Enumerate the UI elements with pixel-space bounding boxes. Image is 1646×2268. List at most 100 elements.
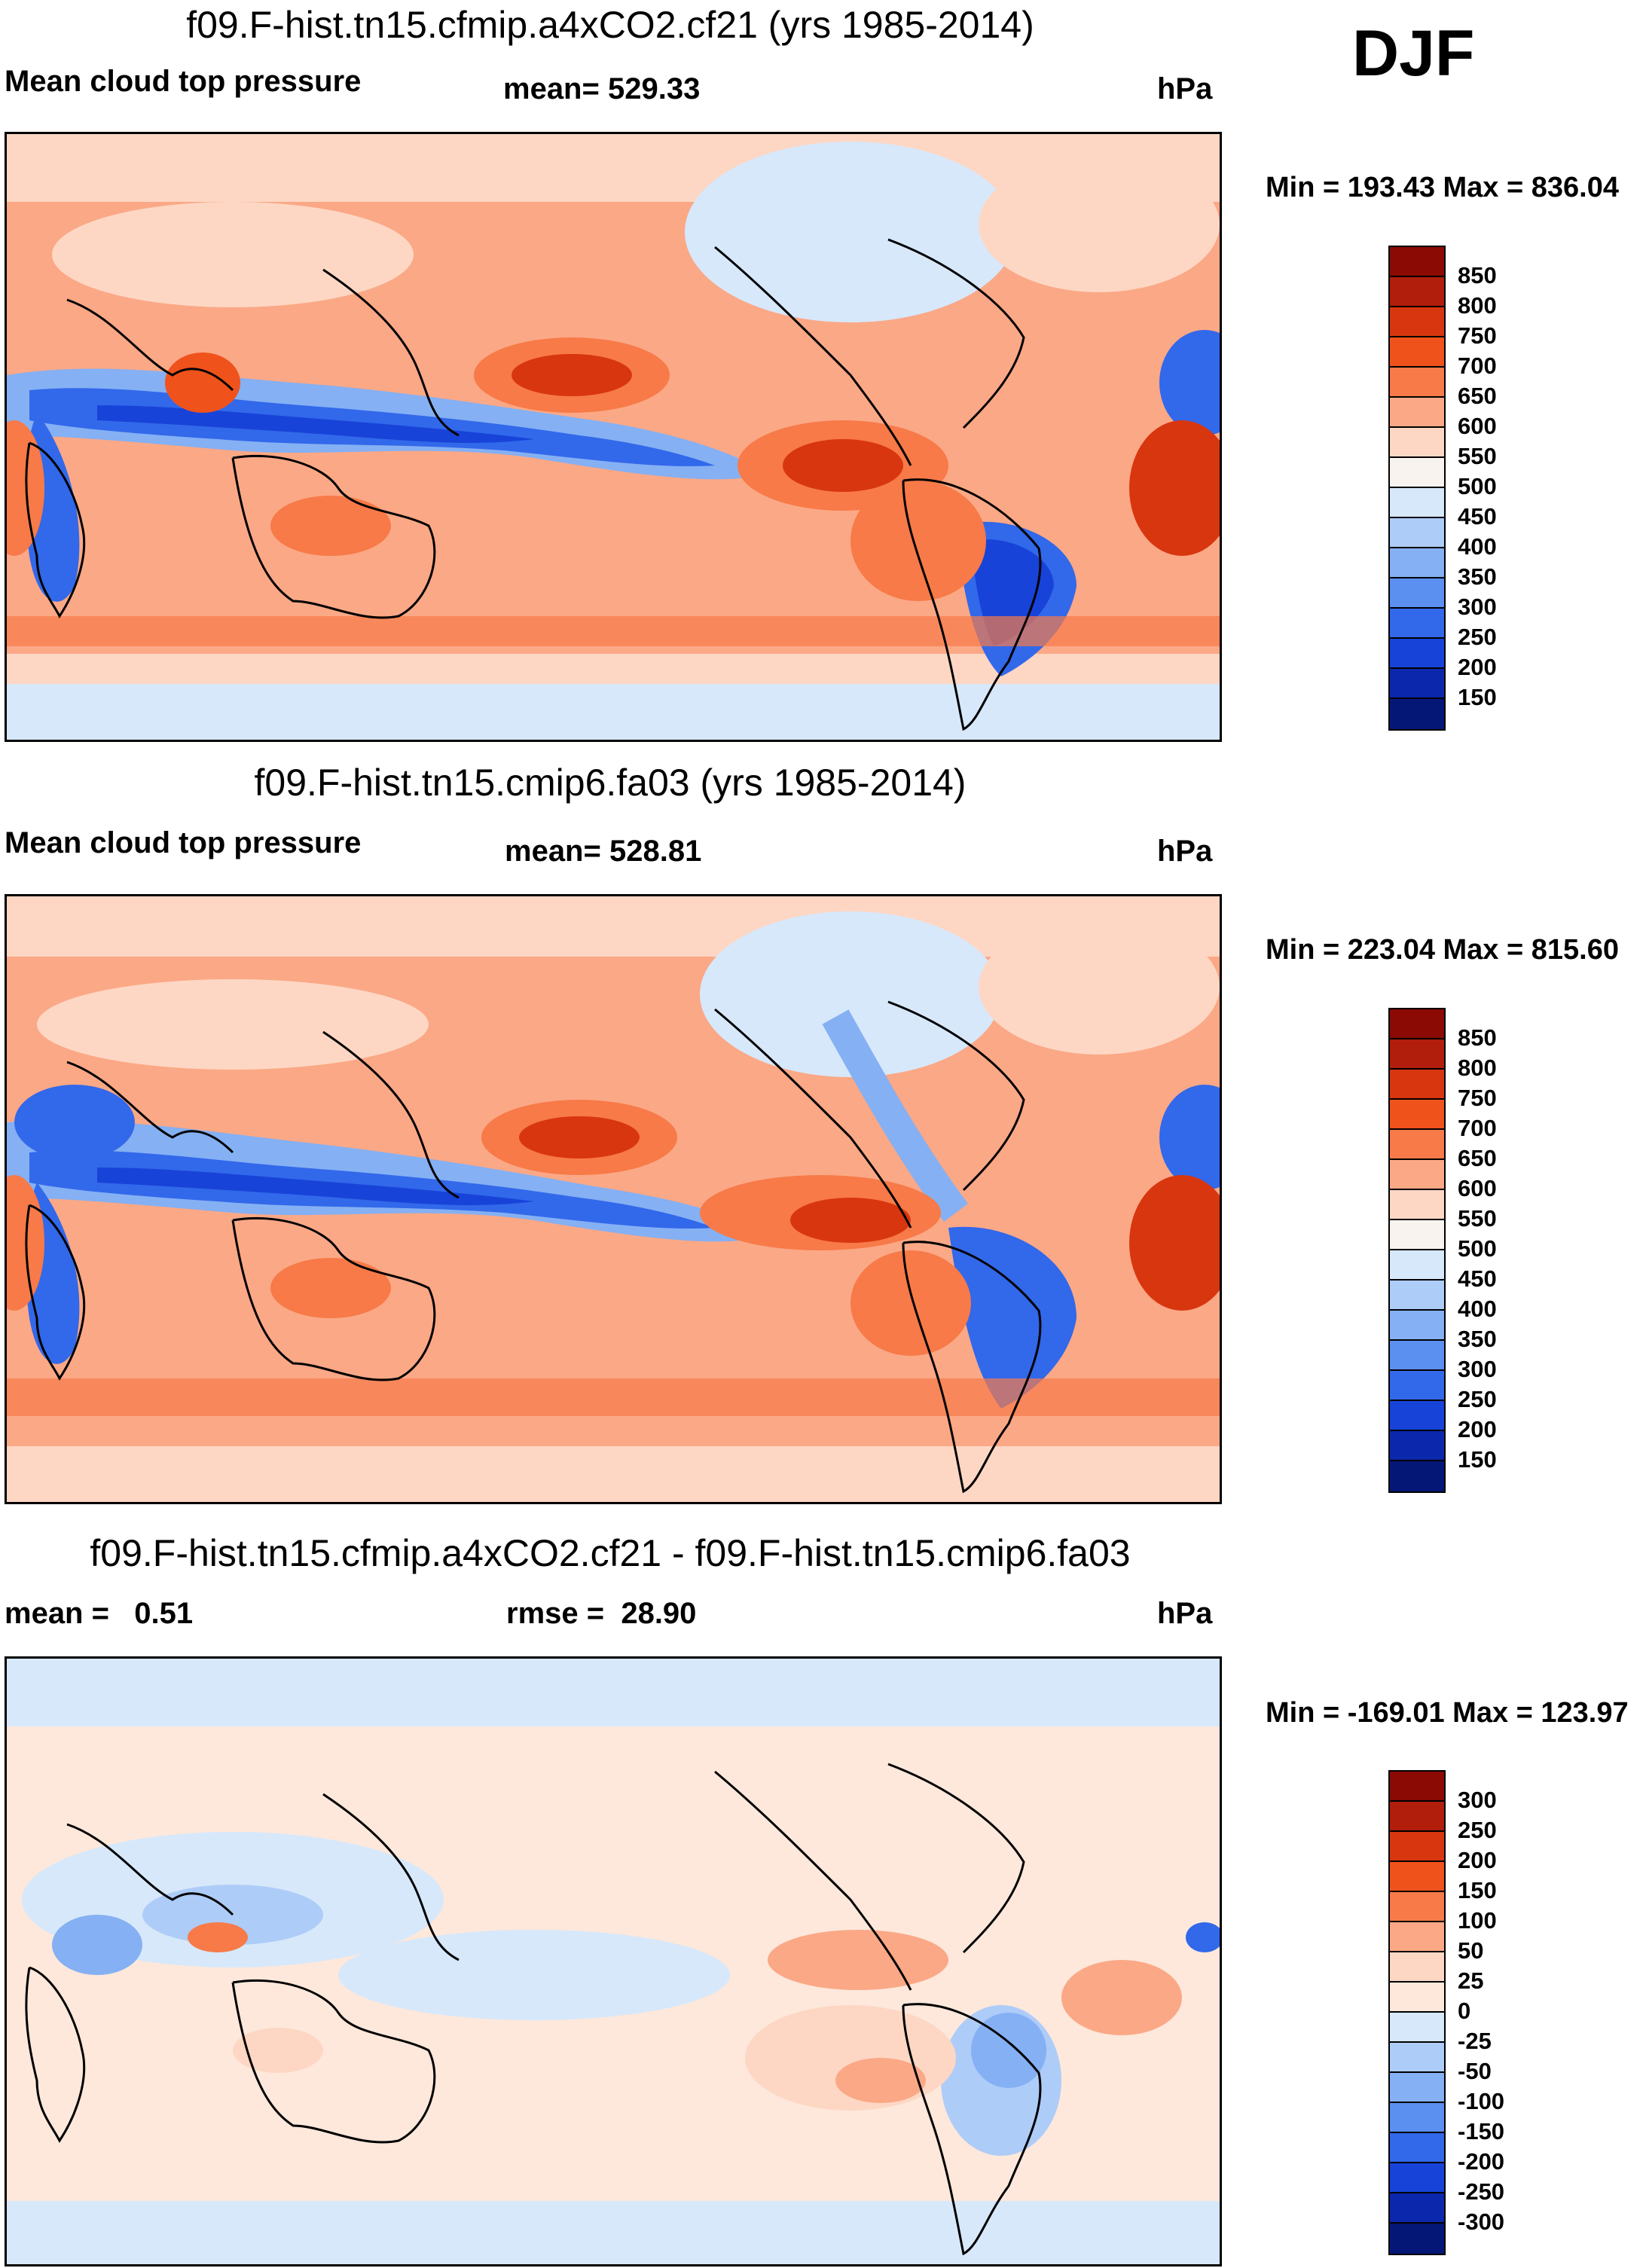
panel-1-colorbar	[1388, 246, 1446, 731]
colorbar-3-swatch	[1390, 2013, 1444, 2043]
panel-1-variable-label: Mean cloud top pressure	[5, 65, 362, 98]
colorbar-2-swatch	[1390, 1130, 1444, 1160]
colorbar-3-label: -200	[1458, 2148, 1505, 2175]
colorbar-1-swatch	[1390, 307, 1444, 337]
colorbar-3-swatch	[1390, 2193, 1444, 2224]
colorbar-1-label: 600	[1458, 413, 1497, 439]
colorbar-3-swatch	[1390, 1862, 1444, 1892]
colorbar-3-label: -100	[1458, 2088, 1505, 2114]
colorbar-2-swatch	[1390, 1281, 1444, 1311]
colorbar-1-label: 550	[1458, 443, 1497, 469]
colorbar-3-label: 200	[1458, 1847, 1497, 1873]
colorbar-2-label: 650	[1458, 1145, 1497, 1171]
colorbar-1-swatch	[1390, 548, 1444, 578]
colorbar-1-swatch	[1390, 488, 1444, 518]
colorbar-1-swatch	[1390, 428, 1444, 458]
colorbar-1-swatch	[1390, 639, 1444, 669]
panel-2-variable-label: Mean cloud top pressure	[5, 826, 362, 859]
colorbar-2-swatch	[1390, 1039, 1444, 1070]
colorbar-1-swatch	[1390, 518, 1444, 548]
colorbar-3-label: 100	[1458, 1907, 1497, 1934]
colorbar-2-swatch	[1390, 1160, 1444, 1190]
colorbar-3-label: -150	[1458, 2118, 1505, 2144]
colorbar-3-swatch	[1390, 1983, 1444, 2013]
season-label: DJF	[1352, 17, 1475, 90]
panel-3-colorbar	[1388, 1770, 1446, 2255]
colorbar-1-swatch	[1390, 609, 1444, 639]
colorbar-3-swatch	[1390, 2224, 1444, 2254]
colorbar-3-swatch	[1390, 2073, 1444, 2103]
colorbar-1-label: 700	[1458, 353, 1497, 379]
colorbar-2-swatch	[1390, 1220, 1444, 1250]
colorbar-3-swatch	[1390, 1772, 1444, 1802]
colorbar-3-label: 300	[1458, 1787, 1497, 1813]
colorbar-2-swatch	[1390, 1371, 1444, 1401]
colorbar-3-swatch	[1390, 1832, 1444, 1862]
colorbar-3-label: 0	[1458, 1998, 1471, 2024]
colorbar-1-label: 850	[1458, 262, 1497, 288]
colorbar-2-label: 250	[1458, 1386, 1497, 1412]
colorbar-2-swatch	[1390, 1250, 1444, 1281]
colorbar-1-label: 450	[1458, 503, 1497, 530]
panel-1-mean-label: mean= 529.33	[503, 72, 701, 105]
colorbar-1-swatch	[1390, 699, 1444, 729]
colorbar-3-label: 250	[1458, 1817, 1497, 1843]
panel-2-minmax: Min = 223.04 Max = 815.60	[1266, 934, 1619, 966]
panel-1-title: f09.F-hist.tn15.cfmip.a4xCO2.cf21 (yrs 1…	[186, 4, 1034, 46]
colorbar-2-swatch	[1390, 1341, 1444, 1371]
colorbar-2-swatch	[1390, 1070, 1444, 1100]
colorbar-1-swatch	[1390, 337, 1444, 368]
colorbar-1-label: 150	[1458, 684, 1497, 710]
colorbar-3-swatch	[1390, 2043, 1444, 2073]
colorbar-2-label: 150	[1458, 1446, 1497, 1473]
colorbar-1-swatch	[1390, 398, 1444, 428]
colorbar-2-swatch	[1390, 1461, 1444, 1491]
colorbar-2-label: 300	[1458, 1356, 1497, 1382]
colorbar-1-swatch	[1390, 458, 1444, 488]
panel-2-colorbar	[1388, 1008, 1446, 1493]
colorbar-1-label: 350	[1458, 563, 1497, 590]
panel-2-mean-label: mean= 528.81	[505, 835, 702, 868]
colorbar-1-label: 800	[1458, 292, 1497, 319]
colorbar-1-swatch	[1390, 368, 1444, 398]
colorbar-3-swatch	[1390, 1952, 1444, 1983]
panel-3-rmse-label: rmse = 28.90	[506, 1597, 697, 1630]
colorbar-3-swatch	[1390, 1922, 1444, 1952]
colorbar-3-label: -300	[1458, 2208, 1505, 2235]
panel-1-units-label: hPa	[1157, 72, 1213, 105]
panel-3-minmax: Min = -169.01 Max = 123.97	[1266, 1697, 1629, 1729]
panel-3-title: f09.F-hist.tn15.cfmip.a4xCO2.cf21 - f09.…	[90, 1532, 1131, 1574]
colorbar-2-label: 200	[1458, 1416, 1497, 1442]
colorbar-2-swatch	[1390, 1431, 1444, 1461]
colorbar-1-label: 750	[1458, 322, 1497, 349]
colorbar-1-swatch	[1390, 277, 1444, 307]
colorbar-3-label: 25	[1458, 1967, 1484, 1994]
colorbar-1-swatch	[1390, 247, 1444, 277]
panel-1-minmax: Min = 193.43 Max = 836.04	[1266, 172, 1619, 203]
colorbar-2-label: 450	[1458, 1265, 1497, 1292]
colorbar-2-label: 600	[1458, 1175, 1497, 1201]
colorbar-2-label: 500	[1458, 1235, 1497, 1262]
panel-3-mean-label: mean = 0.51	[5, 1597, 194, 1630]
colorbar-3-swatch	[1390, 1802, 1444, 1832]
colorbar-1-label: 250	[1458, 624, 1497, 650]
panel-3-units-label: hPa	[1157, 1597, 1213, 1630]
colorbar-1-label: 650	[1458, 383, 1497, 409]
colorbar-2-swatch	[1390, 1190, 1444, 1220]
panel-2-title: f09.F-hist.tn15.cmip6.fa03 (yrs 1985-201…	[254, 762, 967, 804]
colorbar-3-label: 150	[1458, 1877, 1497, 1903]
colorbar-3-swatch	[1390, 2133, 1444, 2163]
panel-3-map	[5, 1656, 1222, 2266]
colorbar-2-label: 400	[1458, 1296, 1497, 1322]
colorbar-1-swatch	[1390, 578, 1444, 609]
panel-2-units-label: hPa	[1157, 835, 1213, 868]
colorbar-2-swatch	[1390, 1311, 1444, 1341]
colorbar-3-label: -25	[1458, 2028, 1492, 2054]
colorbar-3-label: -250	[1458, 2178, 1505, 2205]
colorbar-2-swatch	[1390, 1401, 1444, 1431]
colorbar-2-label: 700	[1458, 1115, 1497, 1141]
colorbar-2-label: 750	[1458, 1085, 1497, 1111]
colorbar-2-label: 350	[1458, 1326, 1497, 1352]
colorbar-2-swatch	[1390, 1100, 1444, 1130]
colorbar-1-label: 200	[1458, 654, 1497, 680]
